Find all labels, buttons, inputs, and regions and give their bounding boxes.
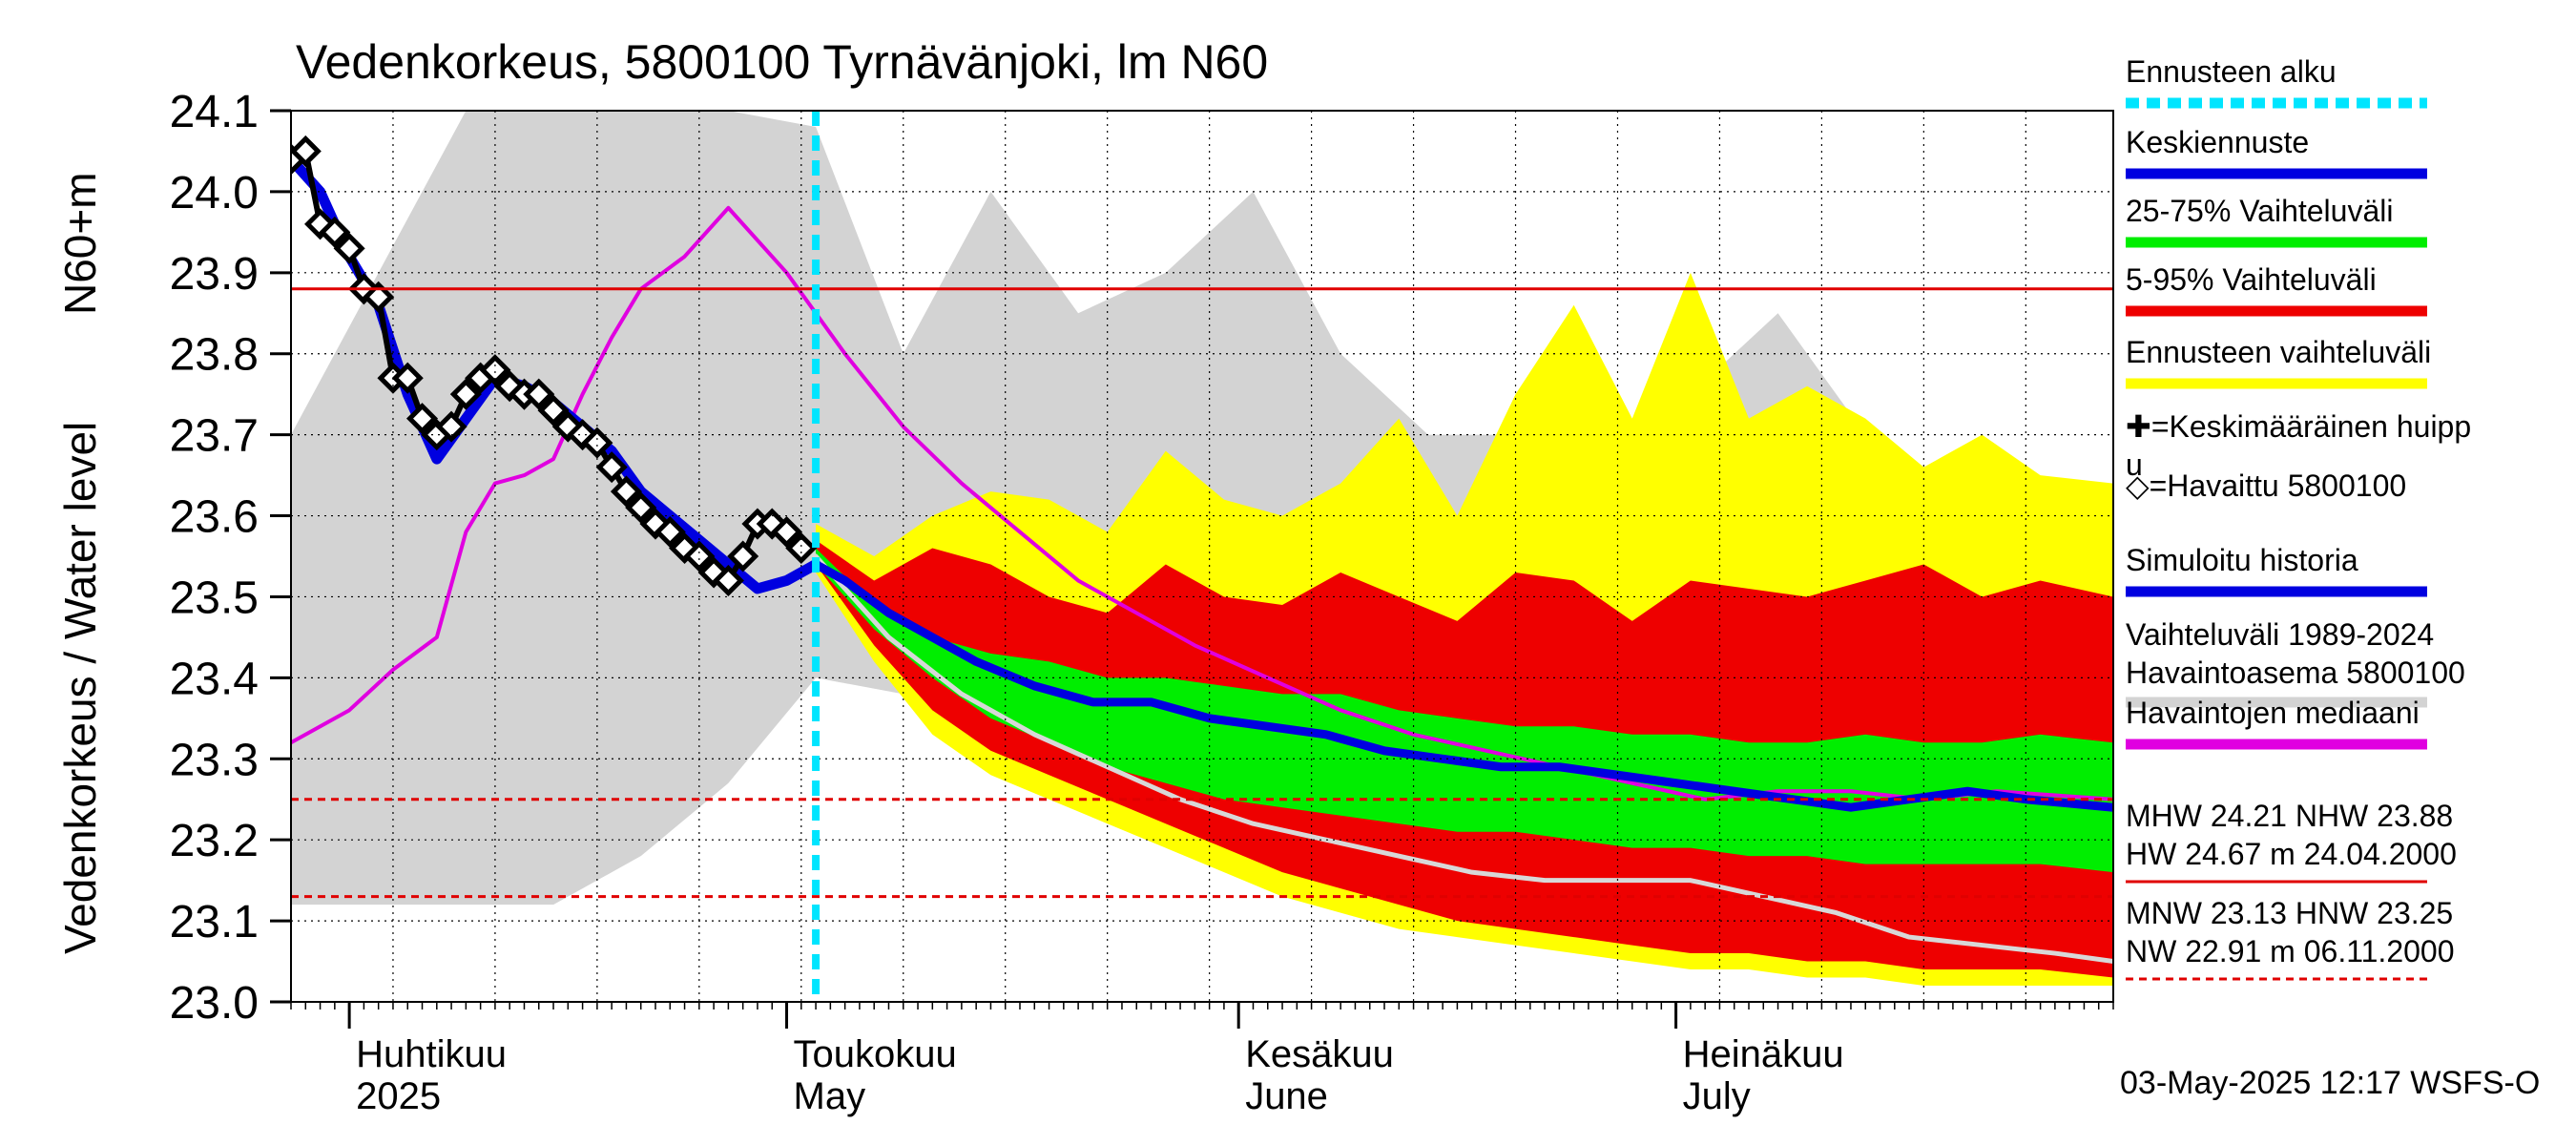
legend-item: 5-95% Vaihteluväli (2126, 262, 2427, 317)
observed-point (770, 515, 803, 549)
legend-label: Ennusteen vaihteluväli (2126, 335, 2431, 369)
y-tick-label: 23.4 (170, 654, 259, 704)
observed-point (625, 491, 657, 524)
legend-label: 25-75% Vaihteluväli (2126, 194, 2393, 228)
observed-point (319, 216, 351, 248)
month-label-en: May (794, 1075, 866, 1117)
observed-point (523, 378, 555, 410)
observed-point (391, 362, 424, 394)
legend-label-2: Havaintoasema 5800100 (2126, 656, 2465, 690)
y-tick-label: 23.9 (170, 249, 259, 300)
legend-label: ✚=Keskimääräinen huipp (2126, 409, 2471, 444)
observed-point (785, 531, 818, 565)
y-tick-label: 23.5 (170, 572, 259, 623)
legend-label: Keskiennuste (2126, 125, 2309, 159)
legend-label: ◇=Havaittu 5800100 (2126, 468, 2406, 503)
stat-line-2: NW 22.91 m 06.11.2000 (2126, 934, 2455, 968)
legend-item: Simuloitu historia (2126, 543, 2427, 597)
observed-point (537, 394, 570, 427)
observed-point (333, 232, 365, 264)
observed-point (712, 564, 744, 597)
legend: Ennusteen alku Keskiennuste 25-75% Vaihtel… (2126, 54, 2471, 981)
legend-label: Vaihteluväli 1989-2024 (2126, 617, 2434, 652)
timestamp: 03-May-2025 12:17 WSFS-O (2120, 1065, 2540, 1101)
chart-title: Vedenkorkeus, 5800100 Tyrnävänjoki, lm N… (296, 35, 1268, 89)
legend-label: Simuloitu historia (2126, 543, 2358, 577)
y-tick-label: 23.1 (170, 897, 259, 947)
stat-line-1: MNW 23.13 HNW 23.25 (2126, 896, 2453, 930)
month-label-fi: Heinäkuu (1683, 1033, 1844, 1075)
legend-item: Ennusteen alku (2126, 54, 2427, 109)
month-label-en: July (1683, 1075, 1751, 1117)
y-tick-label: 24.1 (170, 87, 259, 137)
legend-label-2: u (2126, 448, 2143, 482)
stat-line-2: HW 24.67 m 24.04.2000 (2126, 837, 2457, 871)
observed-point (435, 410, 467, 443)
legend-item: ◇=Havaittu 5800100 (2126, 468, 2406, 503)
observed-point (479, 354, 511, 386)
legend-item: Havaintojen mediaani (2126, 696, 2427, 750)
observed-point (291, 135, 322, 167)
median-line (291, 205, 2113, 802)
observed-point (654, 515, 686, 549)
month-label-fi: Toukokuu (794, 1033, 957, 1075)
y-tick-label: 23.2 (170, 816, 259, 866)
y-tick-label: 23.3 (170, 735, 259, 785)
y-tick-label: 23.6 (170, 492, 259, 543)
stat-line-1: MHW 24.21 NHW 23.88 (2126, 799, 2453, 833)
legend-item: Vaihteluväli 1989-2024 Havaintoasema 580… (2126, 617, 2465, 708)
month-label-fi: Huhtikuu (356, 1033, 507, 1075)
y-axis-title: Vedenkorkeus / Water level (55, 422, 105, 954)
month-label-en: 2025 (356, 1075, 441, 1117)
observed-point (595, 451, 628, 484)
legend-stat: MHW 24.21 NHW 23.88 HW 24.67 m 24.04.2000 (2126, 799, 2457, 884)
observed-point (727, 540, 759, 572)
y-tick-label: 23.7 (170, 411, 259, 462)
observed-point (683, 540, 716, 572)
legend-item: 25-75% Vaihteluväli (2126, 194, 2427, 248)
month-label-en: June (1245, 1075, 1328, 1117)
y-tick-label: 24.0 (170, 168, 259, 219)
observed-point (405, 403, 439, 435)
observed-point (581, 427, 613, 459)
observed-point (363, 281, 395, 313)
plot-frame (290, 110, 2114, 1003)
history-year-line (740, 513, 2113, 965)
y-tick-label: 23.0 (170, 978, 259, 1029)
legend-label: Havaintojen mediaani (2126, 696, 2420, 730)
legend-item: ✚=Keskimääräinen huipp u (2126, 409, 2471, 482)
observed-point (610, 475, 642, 508)
legend-label: Ennusteen alku (2126, 54, 2337, 89)
month-label-fi: Kesäkuu (1245, 1033, 1394, 1075)
legend-item: Keskiennuste (2126, 125, 2427, 179)
y-axis-unit: N60+m (55, 172, 105, 315)
y-tick-label: 23.8 (170, 330, 259, 381)
mean-forecast-line (811, 559, 2113, 812)
legend-label: 5-95% Vaihteluväli (2126, 262, 2377, 297)
legend-item: Ennusteen vaihteluväli (2126, 335, 2431, 389)
legend-stat: MNW 23.13 HNW 23.25 NW 22.91 m 06.11.2000 (2126, 896, 2455, 981)
observed-point (449, 378, 482, 410)
